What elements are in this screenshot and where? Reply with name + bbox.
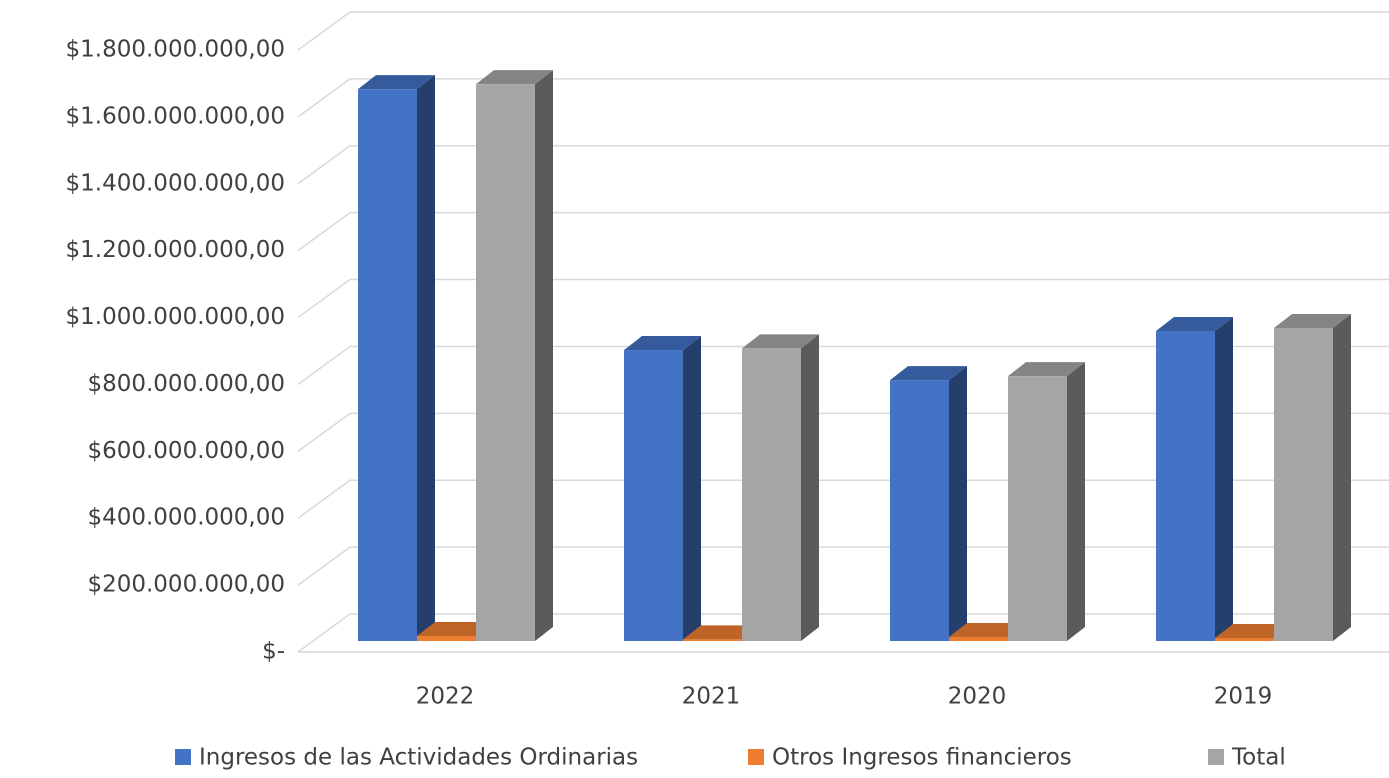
- bar-top: [624, 336, 701, 351]
- y-tick-label: $800.000.000,00: [87, 371, 285, 397]
- legend-label: Otros Ingresos financieros: [772, 745, 1072, 771]
- bar-side: [1333, 313, 1351, 641]
- bar-top: [1215, 623, 1292, 638]
- bar-side: [801, 334, 819, 641]
- grid-line: [297, 278, 1389, 319]
- y-tick-label: $1.800.000.000,00: [66, 37, 285, 63]
- y-tick-label: $600.000.000,00: [87, 438, 285, 464]
- bar-top: [949, 622, 1026, 637]
- x-tick-label: 2019: [1214, 684, 1273, 710]
- bar-top: [358, 75, 435, 90]
- x-tick-label: 2020: [948, 684, 1007, 710]
- y-tick-label: $1.000.000.000,00: [66, 304, 285, 330]
- bar-top: [742, 334, 819, 349]
- bar: [683, 639, 742, 641]
- bar-side: [535, 70, 553, 641]
- bar: [476, 84, 535, 641]
- bar-side: [1067, 362, 1085, 641]
- grid-line: [297, 211, 1389, 252]
- bar: [742, 348, 801, 641]
- bar-top: [1156, 316, 1233, 331]
- bar: [1274, 327, 1333, 641]
- bar: [1215, 637, 1274, 641]
- x-tick-label: 2021: [682, 684, 741, 710]
- grid-line: [297, 78, 1389, 118]
- bar-side: [1215, 316, 1233, 641]
- grid-line: [297, 345, 1389, 386]
- y-tick-label: $1.600.000.000,00: [66, 103, 285, 129]
- bar-top: [476, 70, 553, 85]
- legend-label: Total: [1231, 745, 1286, 771]
- bar: [890, 380, 949, 641]
- bar-side: [417, 75, 435, 641]
- x-tick-label: 2022: [416, 684, 475, 710]
- bar-side: [949, 366, 967, 641]
- legend-swatch: [1208, 749, 1224, 765]
- bar-top: [1008, 362, 1085, 377]
- grid-line: [297, 11, 1389, 51]
- bar: [358, 89, 417, 641]
- y-tick-label: $200.000.000,00: [87, 572, 285, 598]
- legend-swatch: [175, 749, 191, 765]
- bar-top: [890, 366, 967, 381]
- bar-top: [1274, 313, 1351, 328]
- bar: [417, 635, 476, 641]
- bar: [1008, 376, 1067, 641]
- legend-swatch: [748, 749, 764, 765]
- y-tick-label: $1.400.000.000,00: [66, 170, 285, 196]
- bar-top: [417, 621, 494, 636]
- y-tick-label: $400.000.000,00: [87, 505, 285, 531]
- y-tick-label: $-: [262, 639, 285, 665]
- bar: [949, 636, 1008, 641]
- bar-top: [683, 625, 760, 640]
- grid-line: [297, 145, 1389, 185]
- bar: [1156, 330, 1215, 641]
- bar: [624, 350, 683, 641]
- bar-side: [683, 336, 701, 641]
- legend-label: Ingresos de las Actividades Ordinarias: [199, 745, 638, 771]
- y-tick-label: $1.200.000.000,00: [66, 237, 285, 263]
